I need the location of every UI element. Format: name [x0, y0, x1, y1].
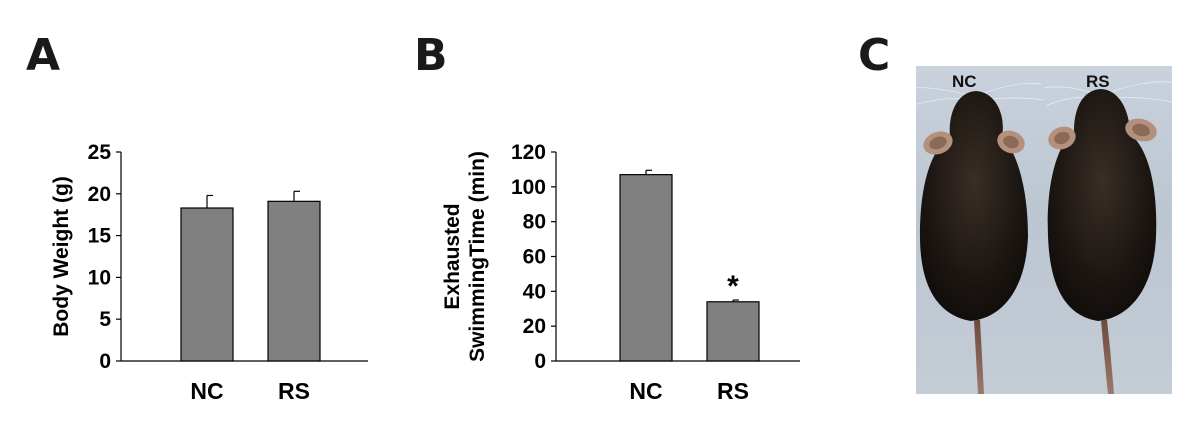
photo-label-nc: NC — [952, 72, 977, 91]
x-tick-label-rs: RS — [717, 378, 749, 404]
body-weight-chart: 0 5 10 15 20 25 NC RS Body Weight (g) — [50, 141, 368, 404]
bar-rs — [706, 301, 760, 362]
y-tick-label: 20 — [88, 183, 111, 206]
y-tick-label: 0 — [534, 350, 546, 373]
x-tick-label-nc: NC — [190, 378, 223, 404]
y-tick-label: 5 — [99, 308, 111, 331]
y-tick-label: 60 — [523, 246, 546, 269]
bar-nc — [180, 207, 234, 362]
y-tick-label: 80 — [523, 211, 546, 234]
y-tick-label: 100 — [511, 176, 546, 199]
mouse-nc — [920, 91, 1028, 394]
mice-illustration — [916, 81, 1172, 394]
y-tick-label: 25 — [88, 141, 112, 164]
mice-photo: NC RS — [916, 66, 1172, 394]
x-tick-label-rs: RS — [278, 378, 310, 404]
panel-letter-c: C — [858, 30, 891, 81]
panel-letter-b: B — [414, 30, 448, 81]
y-tick-label: 20 — [523, 315, 546, 338]
x-tick-label-nc: NC — [629, 378, 662, 404]
y-tick-label: 15 — [88, 225, 112, 248]
y-tick-label: 10 — [88, 266, 111, 289]
swimming-time-chart: 0 20 40 60 80 100 120 NC RS * Exhausted SwimmingTim… — [441, 141, 800, 404]
y-axis-label: SwimmingTime (min) — [466, 151, 489, 362]
photo-label-rs: RS — [1086, 72, 1110, 91]
y-tick-label: 40 — [523, 280, 546, 303]
y-tick-label: 120 — [511, 141, 546, 164]
bar-nc — [619, 174, 673, 362]
bar-rs — [267, 200, 321, 362]
mouse-rs — [1047, 89, 1157, 394]
y-axis-label: Exhausted — [441, 203, 464, 309]
y-tick-label: 0 — [99, 350, 111, 373]
significance-marker: * — [727, 270, 739, 303]
y-axis-label: Body Weight (g) — [50, 176, 73, 337]
panel-letter-a: A — [26, 30, 61, 81]
